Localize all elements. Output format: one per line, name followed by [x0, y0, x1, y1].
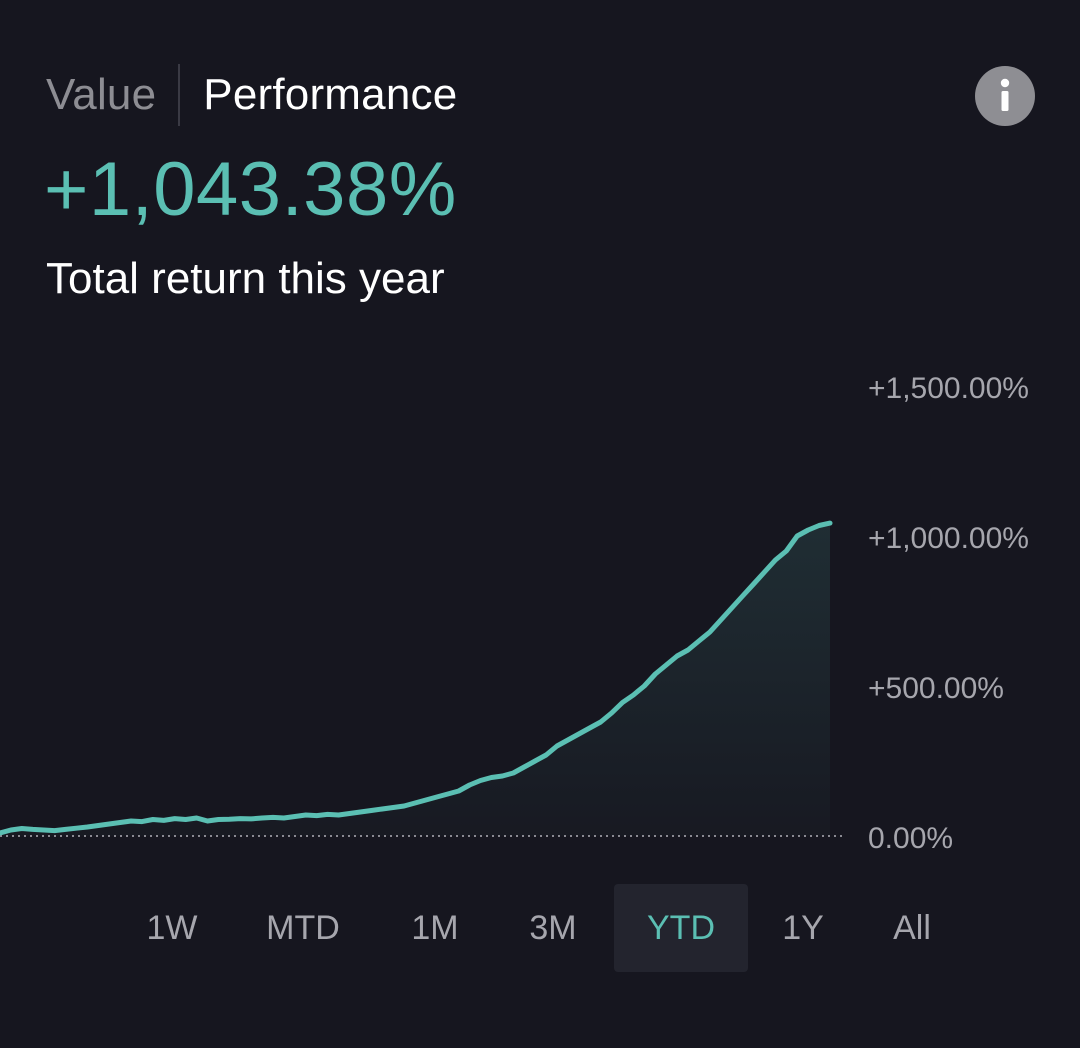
series-area — [0, 523, 830, 836]
tab-performance[interactable]: Performance — [203, 70, 458, 119]
y-tick-label: +1,500.00% — [868, 372, 1029, 405]
tab-divider — [178, 64, 181, 126]
y-tick-label: 0.00% — [868, 822, 953, 855]
total-return-caption: Total return this year — [46, 254, 445, 303]
y-tick-label: +1,000.00% — [868, 522, 1029, 555]
range-button-1y[interactable]: 1Y — [782, 909, 824, 947]
info-button[interactable] — [975, 66, 1035, 126]
range-button-ytd[interactable]: YTD — [614, 884, 748, 972]
range-button-mtd[interactable]: MTD — [266, 909, 340, 947]
time-range-selector: 1W MTD 1M 3M YTD 1Y All — [0, 884, 1080, 972]
info-icon — [1000, 78, 1010, 111]
range-button-1w[interactable]: 1W — [146, 909, 198, 947]
range-button-1m[interactable]: 1M — [411, 909, 459, 947]
performance-chart[interactable]: 0.00% +500.00% +1,000.00% +1,500.00% — [0, 340, 1080, 880]
total-return-value: +1,043.38% — [44, 147, 457, 232]
series-line — [0, 520, 833, 836]
range-button-all[interactable]: All — [893, 909, 931, 947]
view-tabs: Value Performance — [46, 64, 457, 126]
tab-value[interactable]: Value — [46, 70, 157, 119]
range-button-3m[interactable]: 3M — [529, 909, 577, 947]
y-tick-label: +500.00% — [868, 672, 1004, 705]
